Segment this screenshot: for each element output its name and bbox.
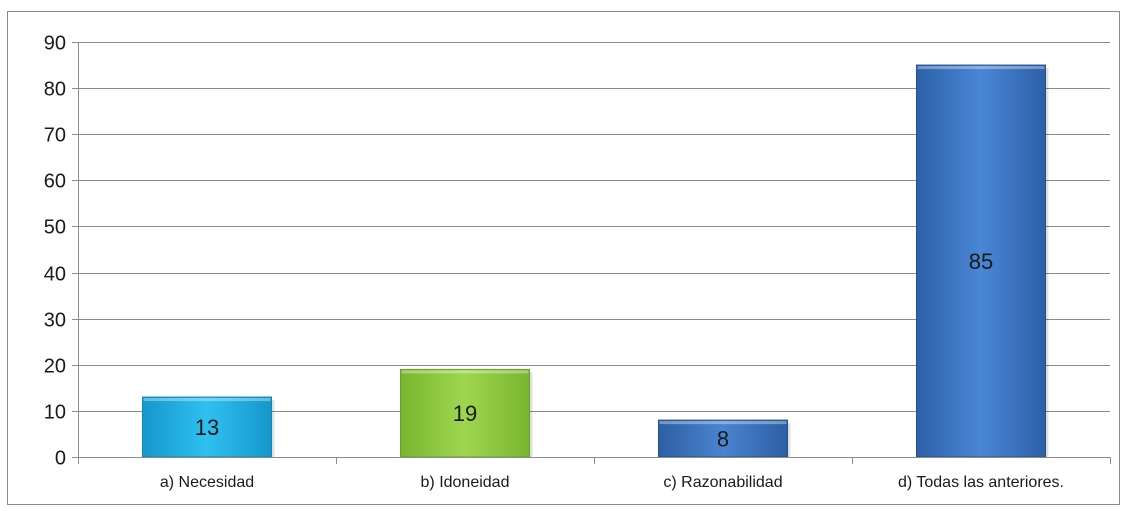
y-tick-label: 0 [55,448,66,470]
x-tick-label: d) Todas las anteriores. [898,474,1064,491]
bar [916,64,1046,458]
bar [142,396,272,458]
y-tick-label: 20 [44,356,66,378]
y-tick-label: 10 [44,402,66,424]
y-tick-label: 90 [44,33,66,55]
bar [658,419,788,458]
bar-highlight [143,398,271,402]
x-tick-label: c) Razonabilidad [663,474,782,491]
data-label: 13 [195,415,219,440]
bars [142,64,1049,458]
y-tick-label: 60 [44,171,66,193]
y-tick-label: 80 [44,79,66,101]
axes [72,42,1111,464]
bar-highlight [401,370,529,374]
bar [400,368,530,458]
labels: 0 10 20 30 40 50 60 70 80 90 13 a) Necesidad 19 b) Id… [44,33,1064,492]
bar-highlight [917,66,1045,70]
y-tick-label: 30 [44,310,66,332]
x-tick-label: a) Necesidad [160,474,254,491]
data-label: 19 [453,401,477,426]
y-tick-label: 40 [44,264,66,286]
x-tick-label: b) Idoneidad [421,474,510,491]
y-tick-label: 50 [44,217,66,239]
bar-highlight [659,421,787,425]
data-label: 8 [717,427,729,452]
data-label: 85 [969,249,993,274]
y-tick-label: 70 [44,125,66,147]
